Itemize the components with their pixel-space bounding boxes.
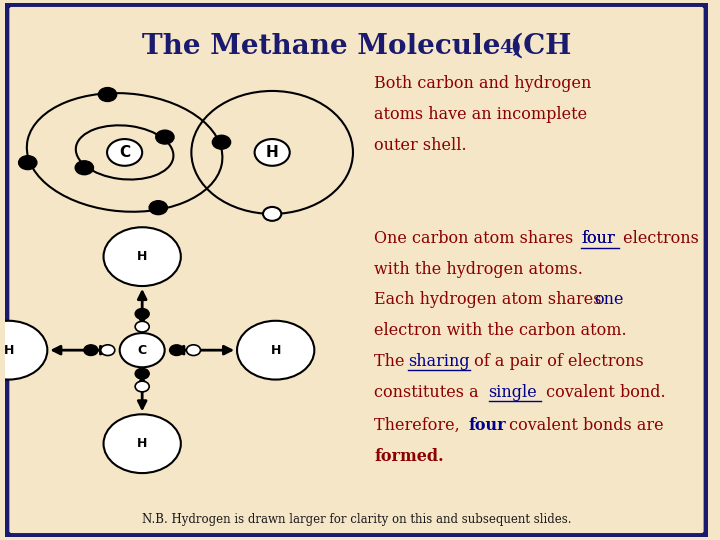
Text: single: single — [489, 384, 537, 401]
Circle shape — [255, 139, 289, 166]
Circle shape — [101, 345, 114, 355]
Circle shape — [149, 201, 167, 214]
Circle shape — [156, 130, 174, 144]
Text: The Methane Molecule (CH: The Methane Molecule (CH — [142, 32, 571, 59]
Text: constitutes a: constitutes a — [374, 384, 484, 401]
Text: N.B. Hydrogen is drawn larger for clarity on this and subsequent slides.: N.B. Hydrogen is drawn larger for clarit… — [142, 513, 571, 526]
Text: four: four — [581, 230, 615, 247]
Circle shape — [120, 333, 165, 367]
Circle shape — [107, 139, 142, 166]
Circle shape — [263, 207, 282, 221]
Circle shape — [104, 414, 181, 473]
Text: Therefore,: Therefore, — [374, 417, 465, 434]
Circle shape — [135, 381, 149, 392]
Text: atoms have an incomplete: atoms have an incomplete — [374, 106, 588, 123]
Text: H: H — [137, 250, 148, 263]
Circle shape — [0, 321, 48, 380]
Circle shape — [75, 161, 94, 175]
Text: C: C — [119, 145, 130, 160]
Circle shape — [99, 87, 117, 102]
Text: One carbon atom shares: One carbon atom shares — [374, 230, 578, 247]
Circle shape — [135, 321, 149, 332]
Text: The: The — [374, 353, 410, 370]
Circle shape — [135, 308, 149, 319]
Circle shape — [237, 321, 315, 380]
Text: H: H — [271, 343, 281, 356]
Circle shape — [135, 368, 149, 379]
Text: formed.: formed. — [374, 448, 444, 465]
Circle shape — [212, 135, 230, 149]
Text: covalent bonds are: covalent bonds are — [504, 417, 664, 434]
Circle shape — [84, 345, 98, 355]
Circle shape — [19, 156, 37, 170]
Text: four: four — [469, 417, 506, 434]
Text: electrons: electrons — [618, 230, 698, 247]
Text: four: four — [581, 230, 615, 247]
Text: 4): 4) — [499, 38, 522, 57]
Text: sharing: sharing — [408, 353, 469, 370]
Circle shape — [170, 345, 184, 355]
Text: H: H — [137, 437, 148, 450]
Text: outer shell.: outer shell. — [374, 137, 467, 154]
FancyBboxPatch shape — [5, 3, 708, 537]
Text: electron with the carbon atom.: electron with the carbon atom. — [374, 322, 626, 339]
Text: one: one — [594, 292, 624, 308]
Circle shape — [186, 345, 200, 355]
Text: C: C — [138, 343, 147, 356]
Text: with the hydrogen atoms.: with the hydrogen atoms. — [374, 261, 583, 278]
Text: Each hydrogen atom shares: Each hydrogen atom shares — [374, 292, 607, 308]
Text: of a pair of electrons: of a pair of electrons — [469, 353, 644, 370]
Text: H: H — [4, 343, 14, 356]
Text: covalent bond.: covalent bond. — [541, 384, 666, 401]
Text: H: H — [266, 145, 279, 160]
Text: Both carbon and hydrogen: Both carbon and hydrogen — [374, 75, 591, 92]
Circle shape — [104, 227, 181, 286]
